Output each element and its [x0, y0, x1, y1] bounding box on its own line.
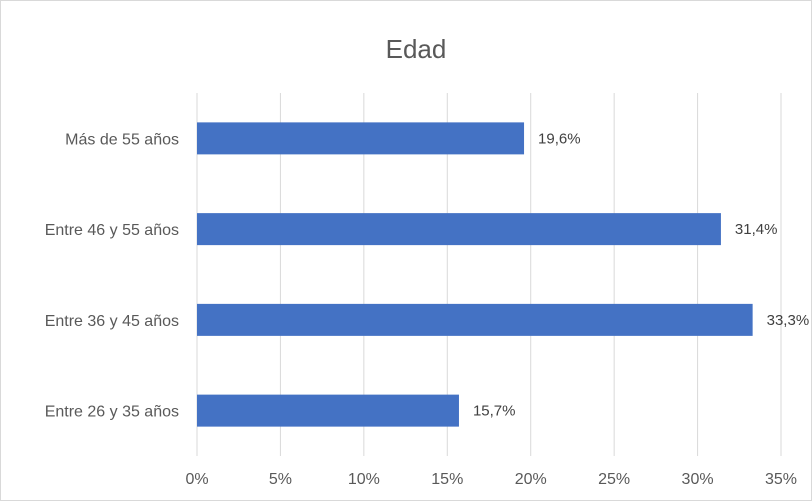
x-tick-label: 0% [185, 471, 208, 488]
x-tick-label: 5% [269, 471, 292, 488]
category-label: Entre 26 y 35 años [45, 404, 179, 421]
data-labels: 15,7% 33,3% 31,4% 19,6% [473, 130, 809, 419]
x-tick-label: 35% [765, 471, 797, 488]
bars [197, 122, 753, 427]
x-axis-tick-labels: 0% 5% 10% 15% 20% 25% 30% 35% [185, 471, 797, 488]
category-label: Entre 46 y 55 años [45, 222, 179, 239]
data-label: 19,6% [538, 130, 581, 147]
x-tick-label: 25% [598, 471, 630, 488]
category-label: Más de 55 años [65, 131, 179, 148]
x-tick-label: 10% [348, 471, 380, 488]
x-tick-label: 15% [431, 471, 463, 488]
chart-title: Edad [386, 34, 447, 64]
data-label: 15,7% [473, 403, 516, 420]
bar [197, 213, 721, 246]
bar [197, 303, 753, 336]
x-tick-label: 20% [515, 471, 547, 488]
category-label: Entre 36 y 45 años [45, 313, 179, 330]
category-labels: Entre 26 y 35 años Entre 36 y 45 años Entr… [45, 131, 179, 420]
bar [197, 394, 459, 427]
x-tick-label: 30% [682, 471, 714, 488]
data-label: 31,4% [735, 221, 778, 238]
data-label: 33,3% [767, 312, 810, 329]
bar [197, 122, 525, 155]
